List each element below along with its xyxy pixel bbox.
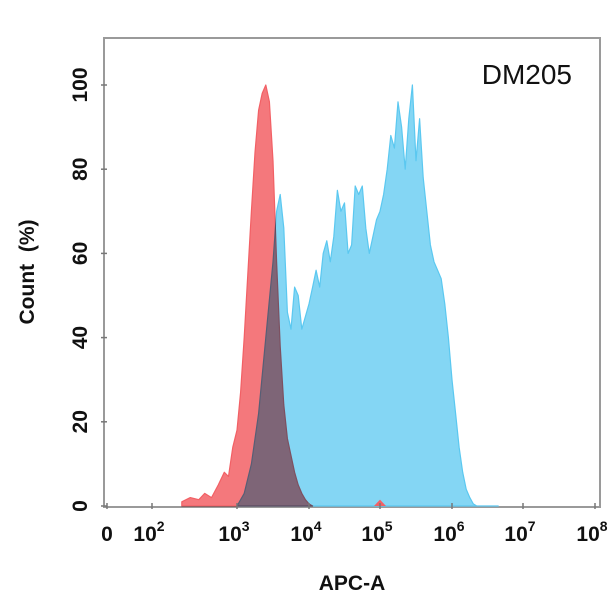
x-tick-label: 107 — [504, 518, 535, 546]
x-tick-label: 106 — [433, 518, 464, 546]
y-tick-label: 0 — [69, 500, 92, 512]
y-tick-label: 80 — [69, 158, 92, 181]
y-axis-title: Count (%) — [16, 220, 39, 325]
x-tick-label: 0 — [101, 523, 113, 546]
sample-annotation: DM205 — [482, 59, 572, 90]
y-tick-label: 40 — [69, 326, 92, 349]
dm205-histogram — [236, 84, 499, 507]
y-tick-label: 20 — [69, 410, 92, 433]
x-tick-label: 108 — [576, 518, 607, 546]
negative-control-minor-bump — [374, 499, 386, 506]
y-tick-label: 60 — [69, 242, 92, 265]
histogram-series — [181, 84, 499, 507]
x-tick-label: 105 — [361, 518, 392, 546]
negative-control-histogram — [181, 84, 314, 507]
x-tick-label: 104 — [290, 518, 321, 546]
x-tick-label: 103 — [218, 518, 249, 546]
y-tick-label: 100 — [69, 67, 92, 102]
x-axis-title: APC-A — [319, 572, 386, 595]
x-tick-label: 102 — [133, 518, 164, 546]
